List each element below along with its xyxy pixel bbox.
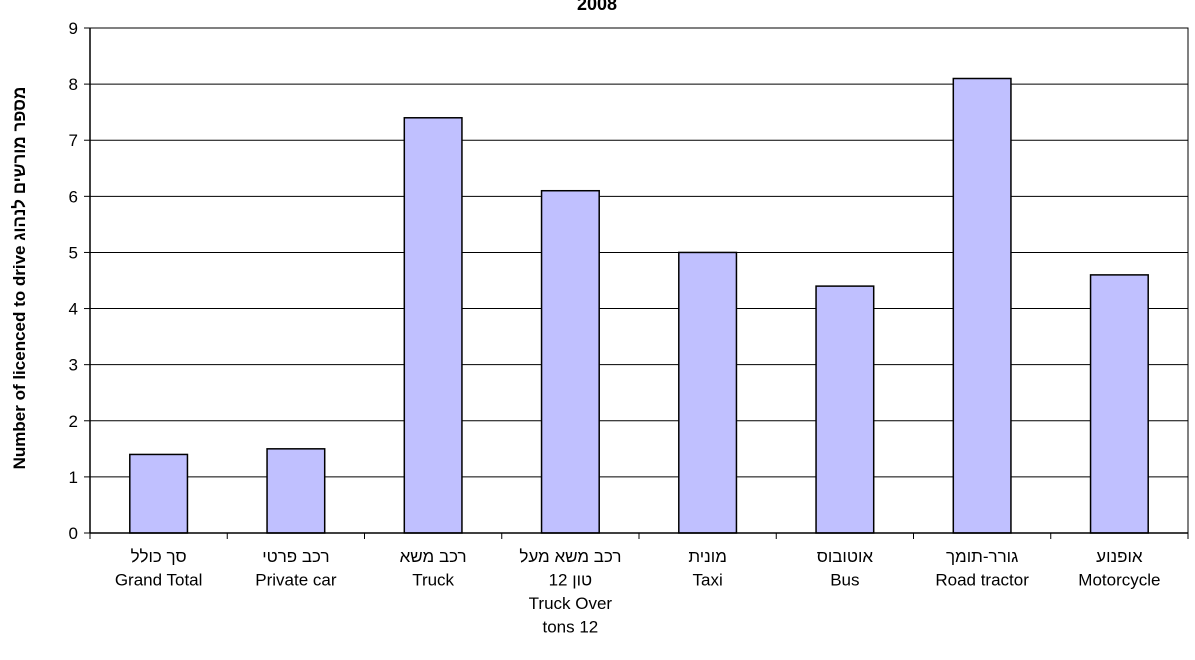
x-category-label-line: Truck Over — [529, 594, 613, 613]
y-tick-label: 3 — [69, 356, 78, 375]
y-tick-label: 1 — [69, 468, 78, 487]
x-category-label-line: גורר-תומך — [946, 547, 1018, 566]
x-category-label-line: Truck — [412, 571, 454, 590]
bar — [815, 285, 875, 534]
x-category-label-line: Private car — [255, 571, 337, 590]
bar — [266, 448, 326, 534]
bar — [952, 77, 1012, 534]
x-category-label-line: אופנוע — [1096, 547, 1143, 566]
y-tick-label: 4 — [69, 300, 78, 319]
x-category-label-line: Taxi — [693, 571, 723, 590]
x-category-label: אוטובוס Bus — [817, 547, 874, 590]
x-category-label-line: Bus — [830, 571, 859, 590]
y-tick-label: 2 — [69, 412, 78, 431]
y-tick-label: 6 — [69, 187, 78, 206]
bar — [678, 251, 738, 534]
bar — [403, 117, 463, 534]
x-category-label-line: Grand Total — [115, 571, 203, 590]
x-category-label-line: מונית — [688, 547, 727, 566]
x-category-label-line: רכב משא — [400, 547, 467, 566]
y-tick-label: 0 — [69, 524, 78, 543]
x-category-label-line: tons 12 — [542, 618, 598, 637]
x-category-label: רכב פרטי Private car — [255, 547, 337, 590]
x-category-label: גורר-תומך Road tractor — [935, 547, 1029, 590]
x-category-label: רכב משא מעל 12 טון Truck Over tons 12 — [519, 547, 621, 637]
plot-area-border — [89, 27, 1189, 534]
y-tick-labels: 0 1 2 3 4 5 6 7 8 9 — [69, 19, 90, 543]
y-tick-label: 8 — [69, 75, 78, 94]
x-category-label-line: 12 טון — [549, 571, 593, 590]
bars — [129, 77, 1149, 534]
bar — [1089, 274, 1149, 534]
x-category-label-line: אוטובוס — [817, 547, 874, 566]
gridlines — [89, 27, 1189, 534]
x-category-label-line: רכב פרטי — [262, 547, 329, 566]
y-tick-label: 9 — [69, 19, 78, 38]
x-category-label-line: Road tractor — [935, 571, 1029, 590]
y-axis-label: Number of licenced to drive מספר מורשים … — [10, 87, 29, 470]
y-tick-label: 7 — [69, 131, 78, 150]
y-tick-label: 5 — [69, 243, 78, 262]
bar — [129, 453, 189, 534]
x-category-label-line: סך כולל — [131, 547, 187, 566]
x-category-label: אופנוע Motorcycle — [1078, 547, 1160, 590]
x-category-label: רכב משא Truck — [400, 547, 467, 590]
chart-title: 2008 — [577, 0, 617, 14]
x-category-label-line: Motorcycle — [1078, 571, 1160, 590]
x-category-label-line: רכב משא מעל — [519, 547, 621, 566]
axes — [89, 28, 1188, 534]
x-category-label: סך כולל Grand Total — [115, 547, 203, 590]
x-category-label: מונית Taxi — [688, 547, 727, 590]
bar — [540, 189, 600, 534]
